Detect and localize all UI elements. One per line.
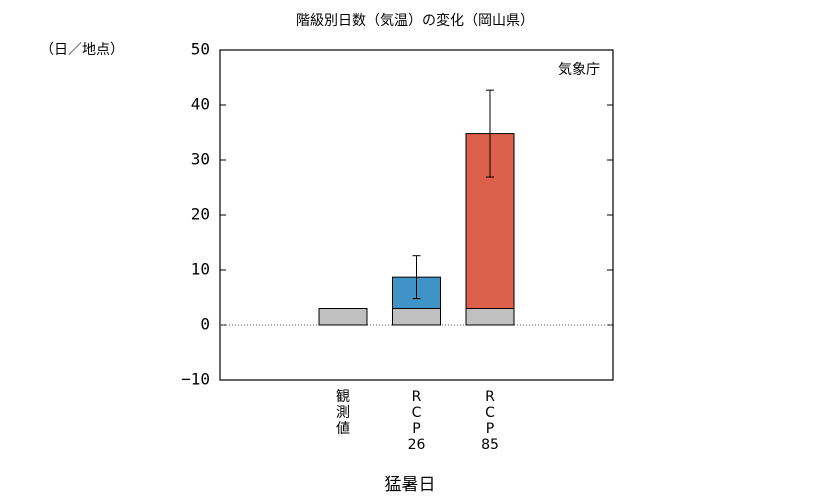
x-axis-label: 猛暑日 xyxy=(385,475,436,495)
bar-segment xyxy=(318,308,368,326)
y-tick-label: 0 xyxy=(200,315,210,334)
x-tick-label: 観測値 xyxy=(336,388,350,437)
error-bar xyxy=(412,255,421,300)
plot-frame xyxy=(219,49,614,381)
error-bar xyxy=(486,89,494,178)
x-tick-label: R C P 26 xyxy=(408,389,426,453)
bar-segment xyxy=(392,308,441,326)
chart-title: 階級別日数（気温）の変化（岡山県） xyxy=(296,12,534,29)
x-tick-label: R C P 85 xyxy=(481,389,499,453)
y-unit-label: （日／地点） xyxy=(40,42,124,58)
y-tick-label: 10 xyxy=(191,260,210,279)
bar-segment xyxy=(465,308,515,326)
y-tick-label: 20 xyxy=(191,205,210,224)
y-tick-label: 50 xyxy=(191,40,210,59)
y-tick-label: −10 xyxy=(181,370,210,389)
annotation: 気象庁 xyxy=(558,62,600,78)
y-tick-label: 40 xyxy=(191,95,210,114)
y-tick-label: 30 xyxy=(191,150,210,169)
